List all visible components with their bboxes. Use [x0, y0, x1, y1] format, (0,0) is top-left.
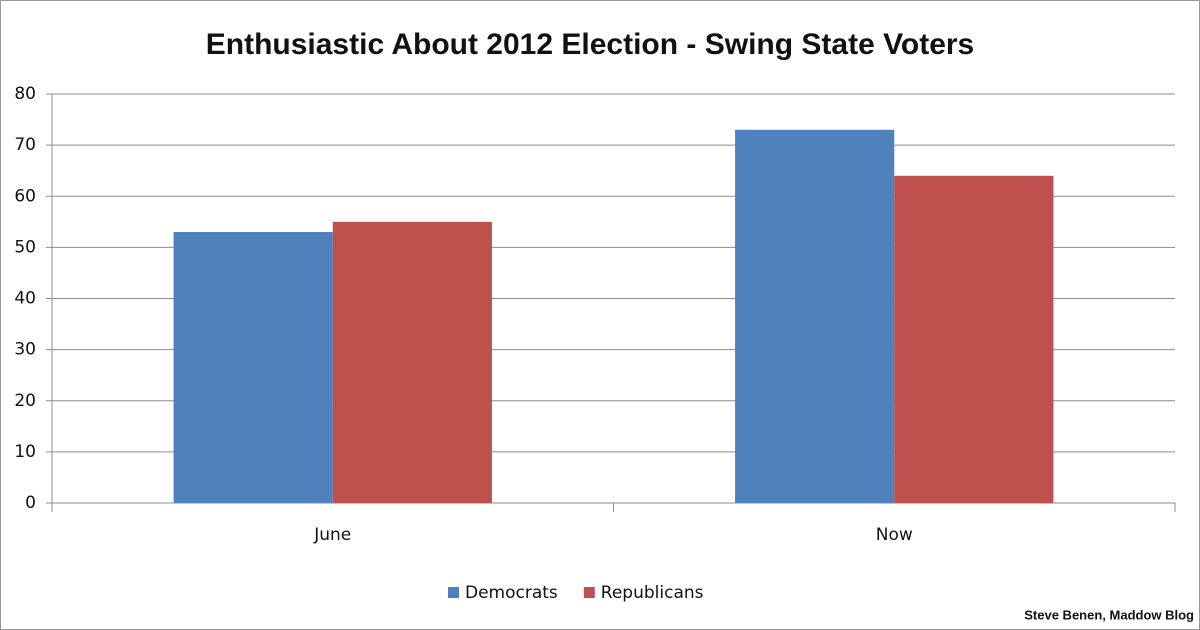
y-tick-label: 50	[14, 237, 36, 257]
y-tick-label: 0	[25, 493, 36, 513]
y-tick-label: 10	[14, 442, 36, 462]
y-tick-label: 20	[14, 391, 36, 411]
y-tick-label: 40	[14, 289, 36, 309]
legend-label: Republicans	[601, 583, 704, 603]
legend-swatch	[448, 587, 459, 598]
x-tick-label: Now	[876, 525, 913, 545]
legend-label: Democrats	[465, 583, 558, 603]
bar	[735, 129, 895, 503]
x-tick-label: June	[313, 525, 351, 545]
legend-swatch	[583, 587, 595, 598]
bar	[894, 175, 1054, 504]
chart-title: Enthusiastic About 2012 Election - Swing…	[206, 28, 975, 61]
y-tick-label: 30	[14, 340, 36, 360]
source-note: Steve Benen, Maddow Blog	[1024, 607, 1194, 622]
bar	[332, 221, 492, 503]
bar	[173, 232, 333, 503]
y-tick-label: 60	[14, 186, 36, 206]
y-tick-label: 80	[14, 84, 36, 104]
y-tick-label: 70	[14, 135, 36, 155]
